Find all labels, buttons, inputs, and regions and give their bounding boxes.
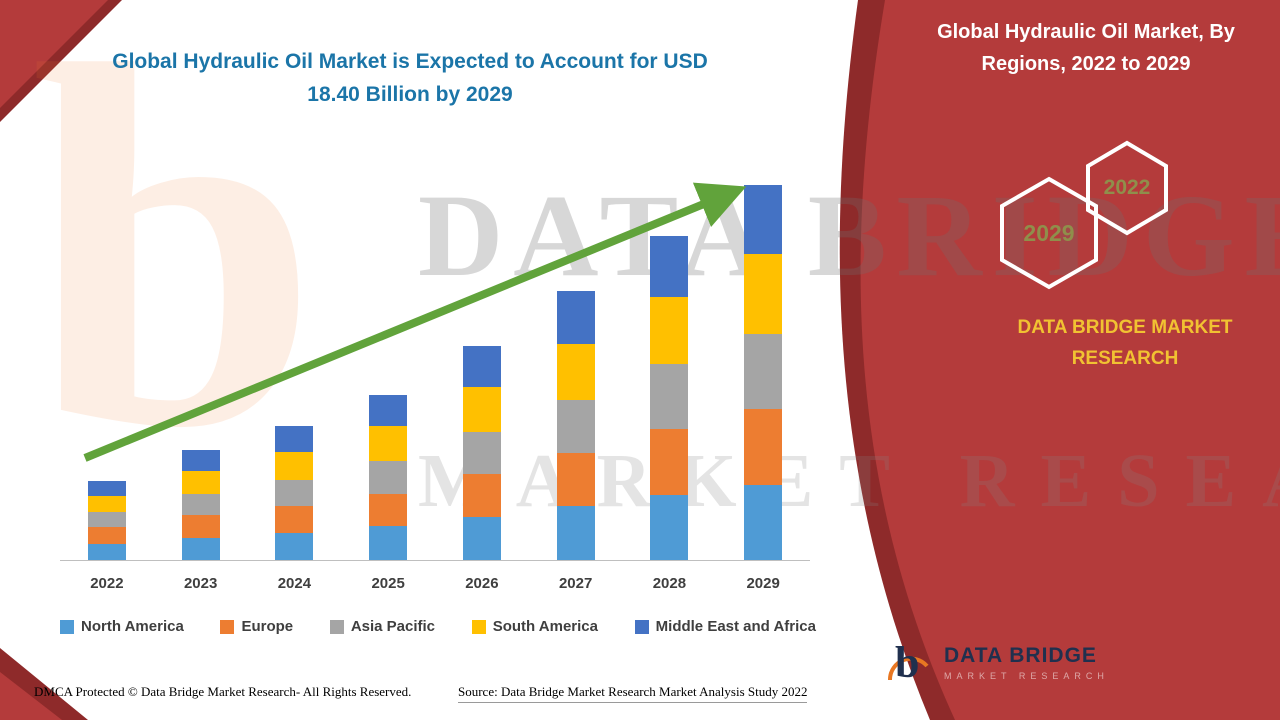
bar-segment-2022 [87,527,126,544]
bar-segment-2022 [87,480,126,496]
bar-segment-2024 [275,425,314,452]
x-axis: 2022 2023 2024 2025 2026 2027 2028 2029 [60,575,810,592]
bar-segment-2027 [556,452,595,506]
legend-label: North America [81,618,184,635]
bar-segment-2024 [275,532,314,560]
logo-subtitle: MARKET RESEARCH [944,670,1109,681]
bar-2026 [462,345,501,560]
bar-segment-2027 [556,505,595,560]
chart-title: Global Hydraulic Oil Market is Expected … [55,46,765,111]
bar-2028 [650,235,689,560]
source-note: Source: Data Bridge Market Research Mark… [458,684,808,703]
bar-segment-2022 [87,512,126,528]
bar-2025 [369,394,408,560]
panel-red-shape [860,0,1280,720]
x-axis-label-2027: 2027 [558,575,593,592]
bar-segment-2024 [275,506,314,533]
bar-segment-2027 [556,399,595,453]
bar-segment-2025 [369,426,408,462]
svg-text:b: b [895,638,919,687]
brand-text-line1: DATA BRIDGE MARKET [1017,317,1233,338]
brand-text: DATA BRIDGE MARKET RESEARCH [1000,312,1250,375]
bar-segment-2027 [556,343,595,400]
bar-segment-2024 [275,452,314,480]
x-axis-label-2022: 2022 [90,575,124,592]
bar-segment-2029 [744,409,783,485]
bar-2023 [181,450,220,560]
bar-segment-2022 [87,543,126,560]
chart-title-line2: 18.40 Billion by 2029 [307,82,513,106]
chart-area: 2022 2023 2024 2025 2026 2027 2028 2029 [60,140,810,592]
bar-segment-2028 [650,235,689,297]
bar-2024 [275,425,314,560]
legend-item: Asia Pacific [329,618,436,635]
legend-label: Europe [241,618,294,635]
legend-swatch [471,619,486,634]
bar-segment-2029 [744,484,783,560]
legend-item: Middle East and Africa [634,618,816,635]
legend-swatch [634,619,649,634]
bar-segment-2029 [744,253,783,334]
bar-segment-2022 [87,495,126,513]
bar-segment-2026 [462,345,501,387]
bar-2029 [744,184,783,560]
bar-segment-2029 [744,333,783,409]
bar-segment-2026 [462,517,501,560]
bar-segment-2028 [650,296,689,365]
bar-segment-2023 [181,471,220,494]
bar-segment-2023 [181,493,220,516]
legend-label: South America [492,618,598,635]
bar-segment-2029 [744,184,783,254]
databridge-logo: b DATA BRIDGE MARKET RESEARCH [882,636,1109,688]
bar-segment-2027 [556,290,595,344]
legend-label: Asia Pacific [350,618,436,635]
bottom-left-red-triangle [0,672,62,720]
panel-title: Global Hydraulic Oil Market, By Regions,… [906,16,1266,80]
legend-swatch [60,619,74,634]
bar-segment-2026 [462,431,501,475]
legend-swatch [220,619,235,634]
bar-segment-2028 [650,494,689,560]
x-axis-label-2023: 2023 [183,575,218,592]
legend-item: South America [471,618,598,635]
x-axis-label-2024: 2024 [277,575,312,592]
plot-area [60,140,810,561]
bar-segment-2026 [462,474,501,518]
legend-label: Middle East and Africa [655,618,816,635]
legend-item: Europe [220,618,293,635]
dmca-notice: DMCA Protected © Data Bridge Market Rese… [34,684,412,699]
x-axis-label-2026: 2026 [465,575,499,592]
bar-2027 [556,290,595,560]
bar-segment-2028 [650,429,689,495]
panel-title-line2: Regions, 2022 to 2029 [981,53,1191,75]
x-axis-label-2029: 2029 [746,575,780,592]
databridge-logo-text: DATA BRIDGE MARKET RESEARCH [944,644,1109,681]
bar-segment-2023 [181,515,220,538]
legend-swatch [329,619,344,634]
x-axis-label-2028: 2028 [652,575,687,592]
legend: North America Europe Asia Pacific South Ame… [60,618,816,635]
x-axis-label-2025: 2025 [371,575,405,592]
panel-title-line1: Global Hydraulic Oil Market, By [937,21,1235,43]
bar-segment-2025 [369,526,408,560]
bar-segment-2026 [462,386,501,432]
legend-item: North America [60,618,184,635]
bar-segment-2025 [369,461,408,494]
bar-segment-2028 [650,364,689,430]
bar-segment-2023 [181,450,220,472]
bar-segment-2025 [369,394,408,427]
top-left-red-triangle [0,0,108,108]
bar-segment-2025 [369,493,408,527]
logo-title: DATA BRIDGE [944,643,1097,667]
bar-2022 [87,480,126,560]
bar-segment-2023 [181,537,220,560]
bar-segment-2024 [275,479,314,506]
brand-text-line2: RESEARCH [1071,348,1179,370]
databridge-logo-icon: b [887,638,929,687]
chart-title-line1: Global Hydraulic Oil Market is Expected … [112,50,708,73]
